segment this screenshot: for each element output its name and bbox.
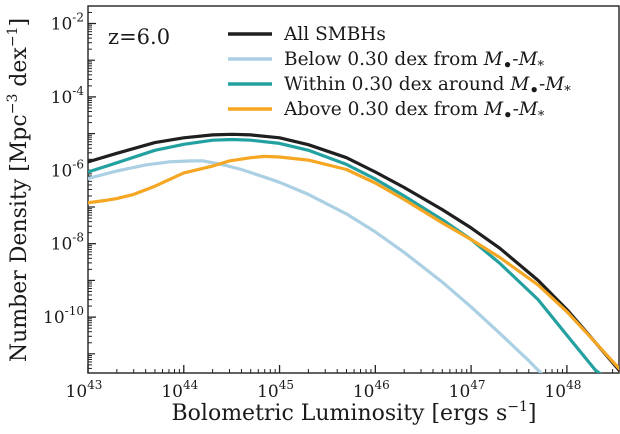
series-line-4: [88, 154, 619, 370]
x-tick-label: 1045: [257, 378, 294, 402]
series-line-2: [88, 159, 544, 373]
x-tick-label: 1044: [161, 378, 198, 402]
series-line-3: [88, 137, 603, 373]
y-tick-label: 10-10: [43, 304, 84, 328]
legend: All SMBHs Below 0.30 dex from M•-M*Within…: [228, 24, 571, 124]
x-tick-label: 1047: [449, 378, 486, 402]
y-tick-label: 10-6: [51, 157, 84, 181]
minor-ticks: [88, 11, 614, 373]
y-tick-label: 10-2: [51, 11, 84, 35]
x-tick-label: 1043: [66, 378, 103, 402]
major-ticks: 1043 1044 1045 1046 1047 1048 10-2 10-4 10-6 10-8…: [43, 11, 581, 402]
legend-label-4: Above 0.30 dex from M•-M*: [283, 99, 545, 124]
x-axis-label: Bolometric Luminosity [ergs s−1]: [172, 399, 537, 426]
y-axis-label: Number Density [Mpc−3 dex−1]: [5, 18, 32, 362]
legend-label-2: Below 0.30 dex from M•-M*: [284, 49, 545, 74]
x-tick-label: 1048: [544, 378, 581, 402]
legend-label-1: All SMBHs: [283, 24, 386, 45]
legend-label-3: Within 0.30 dex around M•-M*: [284, 74, 571, 99]
y-tick-label: 10-4: [51, 84, 85, 108]
series-line-1: [88, 132, 619, 372]
series-group: [88, 132, 619, 373]
annotation-z: z=6.0: [108, 25, 170, 49]
x-tick-label: 1046: [353, 378, 390, 402]
y-tick-label: 10-8: [51, 231, 84, 255]
